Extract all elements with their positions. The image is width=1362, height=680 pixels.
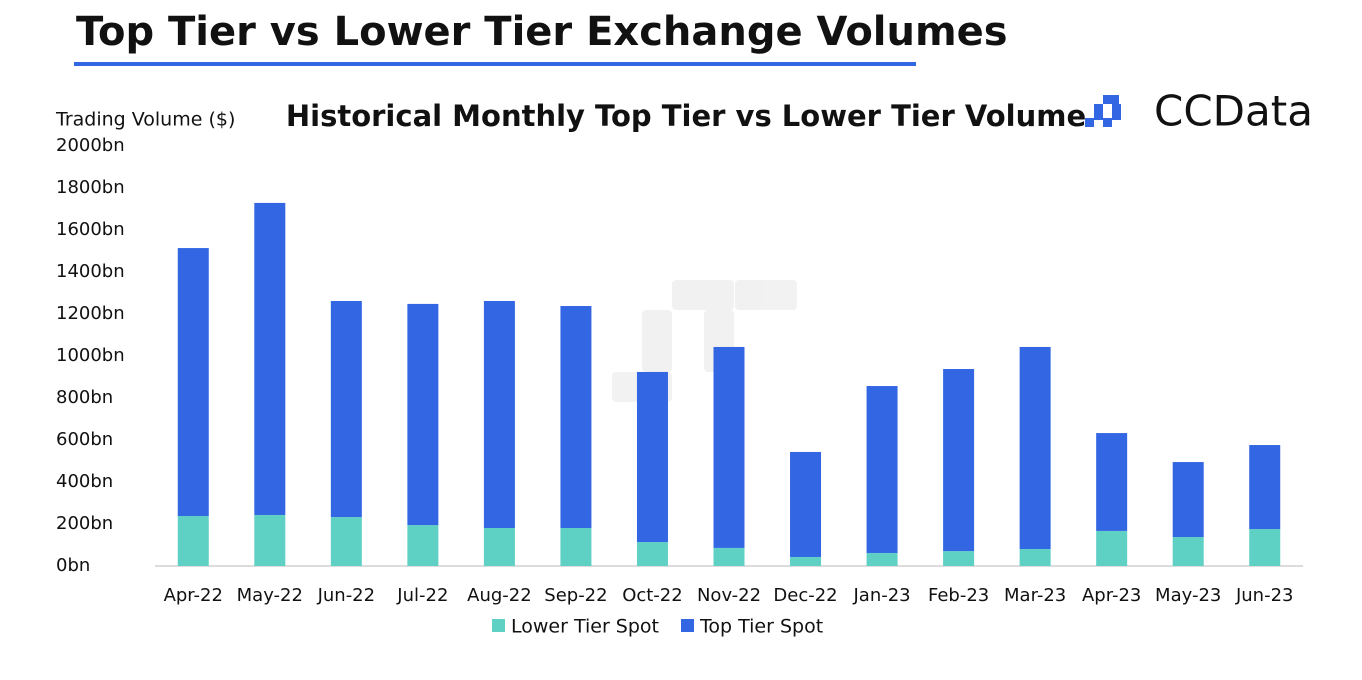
bar-segment bbox=[1019, 346, 1051, 549]
x-tick-label: Jul-22 bbox=[396, 585, 448, 606]
bar-segment bbox=[1172, 462, 1204, 538]
x-tick-label: May-23 bbox=[1155, 585, 1221, 606]
bar-segment bbox=[713, 547, 745, 566]
x-tick-label: Jun-23 bbox=[1235, 585, 1294, 606]
legend-label: Top Tier Spot bbox=[699, 616, 823, 638]
bar-segment bbox=[483, 527, 515, 566]
y-tick-label: 1400bn bbox=[56, 261, 125, 282]
y-tick-label: 1600bn bbox=[56, 219, 125, 240]
bar-segment bbox=[177, 516, 209, 566]
x-tick-label: Apr-23 bbox=[1082, 585, 1141, 606]
bar-segment bbox=[560, 527, 592, 566]
legend-label: Lower Tier Spot bbox=[511, 616, 659, 638]
bar-segment bbox=[790, 451, 822, 557]
bar-segment bbox=[943, 369, 975, 552]
x-tick-label: Sep-22 bbox=[544, 585, 607, 606]
title-underline bbox=[74, 62, 916, 66]
y-tick-label: 2000bn bbox=[56, 135, 125, 156]
bar-segment bbox=[330, 300, 362, 518]
bar-segment bbox=[560, 306, 592, 528]
bar-segment bbox=[407, 303, 439, 526]
chart-title: Top Tier vs Lower Tier Exchange Volumes bbox=[76, 9, 1008, 55]
bar-segment bbox=[407, 525, 439, 566]
watermark bbox=[612, 280, 797, 402]
bar-segment bbox=[1249, 445, 1281, 530]
bar-segment bbox=[1249, 529, 1281, 566]
bar-segment bbox=[254, 514, 286, 566]
x-tick-label: Aug-22 bbox=[467, 585, 532, 606]
bar-segment bbox=[483, 300, 515, 528]
x-tick-label: Apr-22 bbox=[164, 585, 223, 606]
brand-name: CCData bbox=[1154, 87, 1313, 136]
bar-segment bbox=[177, 248, 209, 517]
bar-segment bbox=[866, 552, 898, 566]
y-tick-label: 200bn bbox=[56, 513, 113, 534]
x-tick-label: Nov-22 bbox=[697, 585, 761, 606]
bar-segment bbox=[866, 386, 898, 553]
y-tick-label: 1200bn bbox=[56, 303, 125, 324]
x-tick-label: Oct-22 bbox=[622, 585, 683, 606]
x-tick-label: Jun-22 bbox=[317, 585, 376, 606]
y-axis-label: Trading Volume ($) bbox=[55, 109, 235, 131]
bar-segment bbox=[1096, 530, 1128, 566]
legend-swatch bbox=[681, 619, 694, 632]
bar-segment bbox=[1172, 537, 1204, 566]
x-tick-label: Jan-23 bbox=[852, 585, 910, 606]
bar-segment bbox=[330, 517, 362, 566]
y-tick-label: 800bn bbox=[56, 387, 113, 408]
bar-segment bbox=[790, 556, 822, 566]
bar-segment bbox=[636, 371, 668, 543]
y-tick-label: 600bn bbox=[56, 429, 113, 450]
bar-segment bbox=[943, 551, 975, 566]
y-tick-label: 0bn bbox=[56, 555, 90, 576]
y-tick-label: 1800bn bbox=[56, 177, 125, 198]
brand-logo bbox=[1085, 95, 1121, 127]
bar-segment bbox=[636, 542, 668, 566]
chart-subtitle: Historical Monthly Top Tier vs Lower Tie… bbox=[286, 99, 1086, 133]
x-tick-label: May-22 bbox=[237, 585, 303, 606]
x-tick-label: Dec-22 bbox=[773, 585, 837, 606]
x-tick-label: Mar-23 bbox=[1004, 585, 1066, 606]
bar-segment bbox=[1019, 548, 1051, 566]
x-tick-label: Feb-23 bbox=[928, 585, 989, 606]
y-tick-label: 1000bn bbox=[56, 345, 125, 366]
bar-segment bbox=[1096, 433, 1128, 531]
legend-swatch bbox=[492, 619, 505, 632]
bar-segment bbox=[713, 346, 745, 548]
bar-segment bbox=[254, 202, 286, 515]
y-tick-label: 400bn bbox=[56, 471, 113, 492]
